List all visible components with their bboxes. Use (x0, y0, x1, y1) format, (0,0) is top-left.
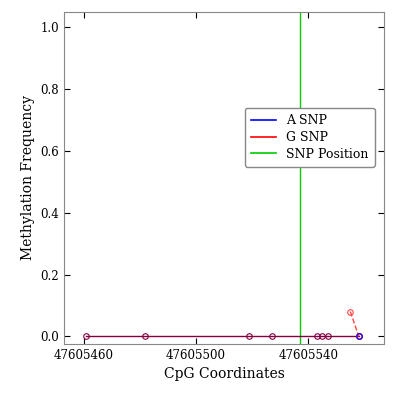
Y-axis label: Methylation Frequency: Methylation Frequency (21, 96, 35, 260)
Legend: A SNP, G SNP, SNP Position: A SNP, G SNP, SNP Position (245, 108, 374, 167)
X-axis label: CpG Coordinates: CpG Coordinates (164, 368, 284, 382)
